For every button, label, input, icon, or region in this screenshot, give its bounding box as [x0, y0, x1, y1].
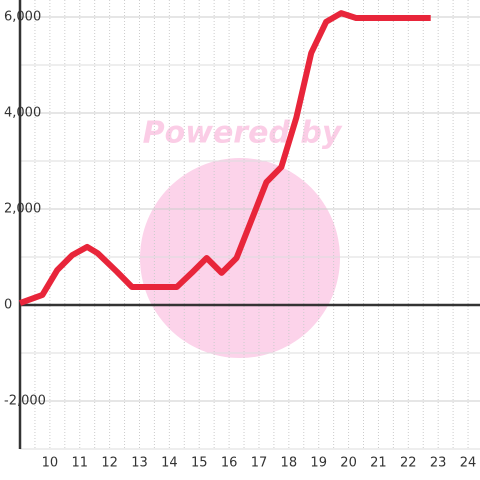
x-tick-label: 16	[221, 456, 238, 471]
x-tick-label: 15	[191, 456, 208, 471]
x-tick-label: 24	[460, 456, 477, 471]
x-tick-label: 12	[101, 456, 118, 471]
x-tick-label: 22	[400, 456, 417, 471]
y-tick-label: 4,000	[4, 106, 41, 121]
watermark-circle	[140, 158, 340, 358]
y-tick-label: 0	[4, 298, 12, 313]
x-tick-label: 13	[131, 456, 148, 471]
x-tick-label: 21	[370, 456, 387, 471]
y-tick-label: 6,000	[4, 10, 41, 25]
x-tick-label: 23	[430, 456, 447, 471]
x-tick-label: 19	[310, 456, 327, 471]
x-tick-label: 14	[161, 456, 178, 471]
series-line	[18, 10, 431, 306]
watermark-text: Powered by	[143, 116, 343, 151]
y-tick-label: -2,000	[4, 394, 46, 409]
x-tick-label: 10	[42, 456, 59, 471]
x-tick-label: 11	[71, 456, 88, 471]
x-tick-label: 17	[251, 456, 268, 471]
x-tick-label: 18	[281, 456, 298, 471]
y-tick-label: 2,000	[4, 202, 41, 217]
x-tick-label: 20	[340, 456, 357, 471]
